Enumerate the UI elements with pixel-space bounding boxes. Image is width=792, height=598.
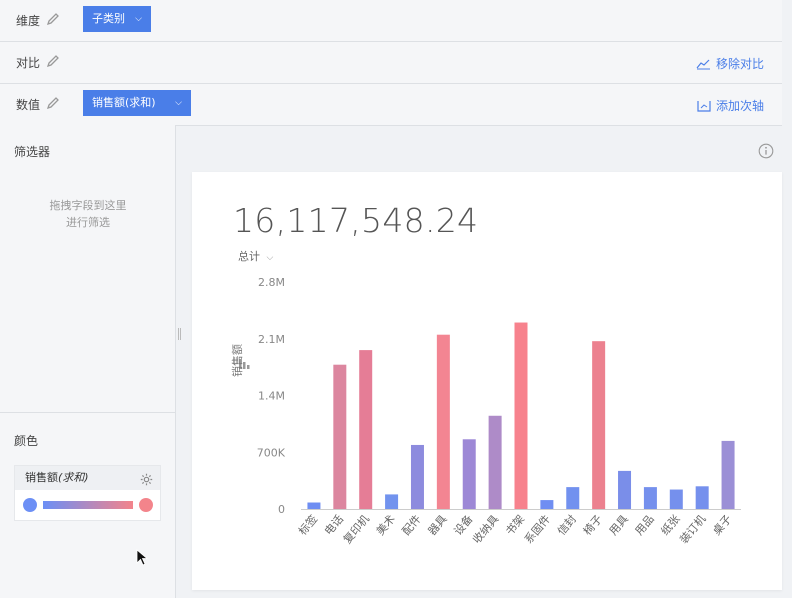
bar-14[interactable] [643, 487, 657, 509]
x-tick-label: 椅子 [580, 512, 605, 538]
dimension-pill-label: 子类别 [92, 12, 125, 25]
panel-divider [0, 412, 176, 413]
x-tick-label: 电话 [322, 513, 346, 538]
bar-1[interactable] [307, 502, 321, 509]
summary-mode-label: 总计 [238, 250, 260, 263]
compare-chart-icon [696, 59, 710, 70]
color-field-agg: (求和) [58, 471, 89, 484]
add-secondary-axis-label: 添加次轴 [715, 99, 764, 113]
bar-12[interactable] [592, 341, 606, 509]
edit-pencil-icon[interactable] [46, 54, 60, 68]
x-tick-label: 纸张 [658, 513, 682, 538]
info-icon[interactable] [758, 143, 774, 162]
x-tick-label: 系固件 [522, 513, 553, 547]
summary-mode-select[interactable]: 总计 ⌵ [238, 248, 273, 264]
dimension-shelf: 维度 子类别 ⌵ [0, 0, 782, 42]
x-tick-label: 标签 [295, 512, 320, 538]
y-tick-label: 2.8M [258, 276, 285, 289]
filter-hint-line1: 拖拽字段到这里 [49, 199, 127, 212]
x-tick-label: 复印机 [340, 512, 372, 546]
dimension-pill[interactable]: 子类别 ⌵ [83, 6, 151, 32]
y-tick-label: 1.4M [258, 390, 285, 403]
compare-label: 对比 [16, 56, 41, 70]
bar-5[interactable] [410, 444, 424, 509]
x-tick-label: 信封 [554, 512, 579, 538]
gradient-end-dot[interactable] [139, 498, 153, 512]
color-title: 颜色 [14, 434, 39, 448]
chevron-down-icon: ⌵ [135, 14, 142, 24]
value-pill-label: 销售额(求和) [92, 96, 156, 109]
x-tick-label: 桌子 [710, 513, 734, 538]
bar-3[interactable] [359, 350, 373, 509]
color-gradient-bar [43, 501, 133, 509]
value-shelf: 数值 销售额(求和) ⌵ 添加次轴 [0, 84, 782, 126]
add-secondary-axis-button[interactable]: 添加次轴 [697, 97, 764, 114]
x-tick-label: 用品 [633, 513, 657, 538]
panel-resize-handle[interactable] [178, 328, 181, 340]
mouse-cursor-icon [136, 549, 149, 570]
y-tick-label: 0 [278, 503, 285, 516]
x-tick-label: 书架 [503, 513, 527, 538]
gear-icon[interactable] [140, 471, 153, 495]
x-tick-label: 美术 [374, 513, 398, 538]
bar-10[interactable] [540, 500, 554, 509]
bar-2[interactable] [333, 364, 347, 509]
bar-4[interactable] [385, 494, 399, 509]
x-tick-label: 用具 [607, 513, 631, 538]
filter-drop-zone[interactable]: 拖拽字段到这里 进行筛选 [0, 197, 176, 231]
left-panel: 筛选器 拖拽字段到这里 进行筛选 颜色 销售额(求和) [0, 125, 176, 598]
compare-shelf: 对比 移除对比 [0, 42, 782, 84]
edit-pencil-icon[interactable] [46, 96, 60, 110]
filter-hint-line2: 进行筛选 [66, 216, 110, 229]
total-value: 16,117,548.24 [233, 201, 479, 240]
bar-9[interactable] [514, 322, 528, 509]
bar-16[interactable] [695, 486, 709, 509]
bar-11[interactable] [566, 487, 580, 509]
axis-sort-icon[interactable] [239, 358, 250, 372]
bar-8[interactable] [488, 415, 502, 509]
edit-pencil-icon[interactable] [46, 12, 60, 26]
gradient-start-dot[interactable] [23, 498, 37, 512]
bar-15[interactable] [669, 489, 683, 509]
secondary-axis-icon [697, 101, 711, 112]
x-tick-label: 器具 [426, 513, 450, 538]
value-pill[interactable]: 销售额(求和) ⌵ [83, 90, 191, 116]
color-field-header: 销售额(求和) [15, 466, 160, 490]
bar-17[interactable] [721, 440, 735, 509]
bar-6[interactable] [436, 334, 450, 509]
color-field-name: 销售额 [25, 471, 58, 484]
color-legend-card[interactable]: 销售额(求和) [14, 465, 161, 521]
dimension-label: 维度 [16, 14, 41, 28]
bar-13[interactable] [618, 470, 632, 509]
chevron-down-icon: ⌵ [266, 253, 274, 263]
x-tick-label: 设备 [451, 512, 476, 538]
filter-title: 筛选器 [14, 145, 51, 159]
chevron-down-icon: ⌵ [175, 98, 182, 108]
remove-compare-label: 移除对比 [715, 57, 764, 71]
chart-card: 16,117,548.24 总计 ⌵ 销售额 0 700K 1.4M 2.1M 2.8M… [192, 172, 782, 590]
bar-7[interactable] [462, 439, 476, 509]
x-tick-label: 配件 [400, 513, 424, 538]
y-tick-label: 2.1M [258, 333, 285, 346]
value-label: 数值 [16, 98, 41, 112]
x-tick-label: 装订机 [677, 512, 709, 546]
y-tick-label: 700K [257, 446, 286, 459]
x-tick-label: 收纳具 [469, 512, 501, 546]
remove-compare-button[interactable]: 移除对比 [696, 55, 764, 72]
